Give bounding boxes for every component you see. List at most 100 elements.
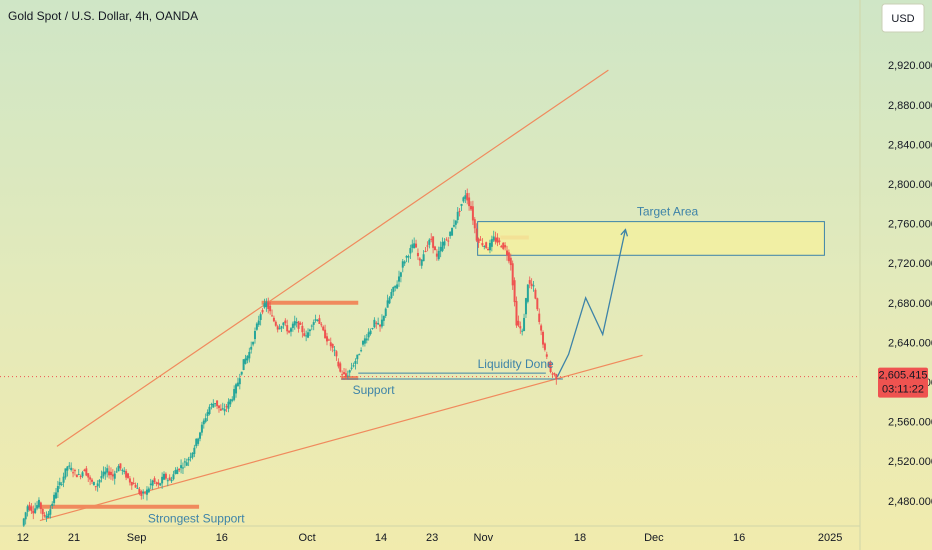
y-tick-label: 2,800.000 <box>888 179 932 191</box>
candle-body <box>337 361 340 367</box>
candle-body <box>28 504 31 510</box>
candle-body <box>471 206 474 221</box>
candle-body <box>413 243 416 249</box>
annotations-layer <box>39 69 825 522</box>
candle-body <box>72 472 75 474</box>
candle-body <box>204 418 207 422</box>
annotation-label[interactable]: Support <box>353 383 396 397</box>
chart-title: Gold Spot / U.S. Dollar, 4h, OANDA <box>8 9 198 23</box>
candle-body <box>263 303 266 308</box>
candle-body <box>100 476 103 479</box>
candle-body <box>534 289 537 299</box>
candle-body <box>161 476 164 484</box>
candle-body <box>272 317 275 322</box>
candle-body <box>515 301 518 326</box>
candle-body <box>494 237 497 242</box>
candle-body <box>288 330 291 333</box>
candle-body <box>104 471 107 475</box>
candle-body <box>68 465 71 467</box>
x-tick-label: Oct <box>299 532 316 544</box>
candle-body <box>348 370 351 373</box>
candle-body <box>170 479 173 482</box>
candle-body <box>316 319 319 321</box>
annotation-label[interactable]: Liquidity Done <box>478 357 554 371</box>
projection-path[interactable] <box>556 229 627 378</box>
candle-body <box>265 301 268 308</box>
candle-body <box>155 482 158 484</box>
candle-body <box>62 476 65 483</box>
candle-body <box>130 482 133 486</box>
candle-body <box>369 330 372 335</box>
candle-body <box>125 471 128 478</box>
x-tick-label: 21 <box>68 532 80 544</box>
candle-body <box>403 261 406 264</box>
candle-body <box>183 461 186 463</box>
countdown-label: 03:11:22 <box>882 384 924 396</box>
candle-body <box>267 302 270 309</box>
candle-body <box>449 231 452 237</box>
candle-body <box>276 326 279 330</box>
candle-body <box>89 477 92 480</box>
y-tick-label: 2,520.000 <box>888 456 932 468</box>
candle-body <box>138 489 141 494</box>
candle-body <box>447 240 450 242</box>
candle-body <box>261 310 264 313</box>
candle-body <box>210 403 213 406</box>
candle-body <box>217 405 220 409</box>
candle-body <box>219 408 222 411</box>
candle-body <box>77 474 80 476</box>
candle-body <box>538 313 541 322</box>
candle-body <box>454 220 457 225</box>
annotation-label[interactable]: Target Area <box>637 205 699 219</box>
candle-body <box>117 465 120 472</box>
candle-body <box>504 245 507 248</box>
candle-body <box>253 330 256 340</box>
candle-body <box>246 355 249 361</box>
candle-body <box>396 284 399 289</box>
candle-body <box>30 506 33 512</box>
candle-body <box>553 373 556 375</box>
trendline[interactable] <box>56 69 609 447</box>
candle-body <box>166 480 169 482</box>
candle-body <box>420 259 423 266</box>
candle-body <box>401 261 404 268</box>
candle-body <box>511 263 514 286</box>
candle-body <box>452 225 455 227</box>
candle-body <box>329 342 332 347</box>
candle-body <box>314 319 317 321</box>
candle-body <box>73 470 76 472</box>
candle-body <box>545 354 548 357</box>
candle-body <box>356 354 359 360</box>
candle-body <box>229 399 232 405</box>
candle-body <box>212 403 215 408</box>
candle-body <box>144 492 147 494</box>
candle-body <box>521 330 524 332</box>
annotation-label[interactable]: Strongest Support <box>148 512 245 526</box>
candle-body <box>39 502 42 510</box>
target-zone[interactable] <box>477 221 825 256</box>
candle-body <box>127 473 130 478</box>
candle-body <box>327 339 330 341</box>
candle-body <box>547 361 550 368</box>
candle-body <box>187 458 190 461</box>
candle-body <box>490 239 493 247</box>
candle-body <box>397 276 400 282</box>
time-axis[interactable]: 12 21 Sep 16 Oct 14 23 Nov 18 Dec 16 2025 <box>17 532 843 544</box>
candle-body <box>380 319 383 327</box>
x-tick-label: 12 <box>17 532 29 544</box>
candle-body <box>371 328 374 330</box>
currency-button[interactable]: USD <box>881 3 925 33</box>
candle-body <box>98 479 101 483</box>
candle-body <box>536 298 539 310</box>
candle-body <box>231 399 234 401</box>
candle-body <box>64 468 67 478</box>
candle-body <box>320 324 323 326</box>
candle-body <box>487 248 490 251</box>
candle-body <box>81 472 84 477</box>
candle-body <box>543 343 546 350</box>
candle-body <box>428 239 431 245</box>
labels-layer: Target Area Liquidity Done Support Stronges… <box>148 205 699 526</box>
candle-body <box>189 456 192 458</box>
candle-body <box>227 401 230 409</box>
